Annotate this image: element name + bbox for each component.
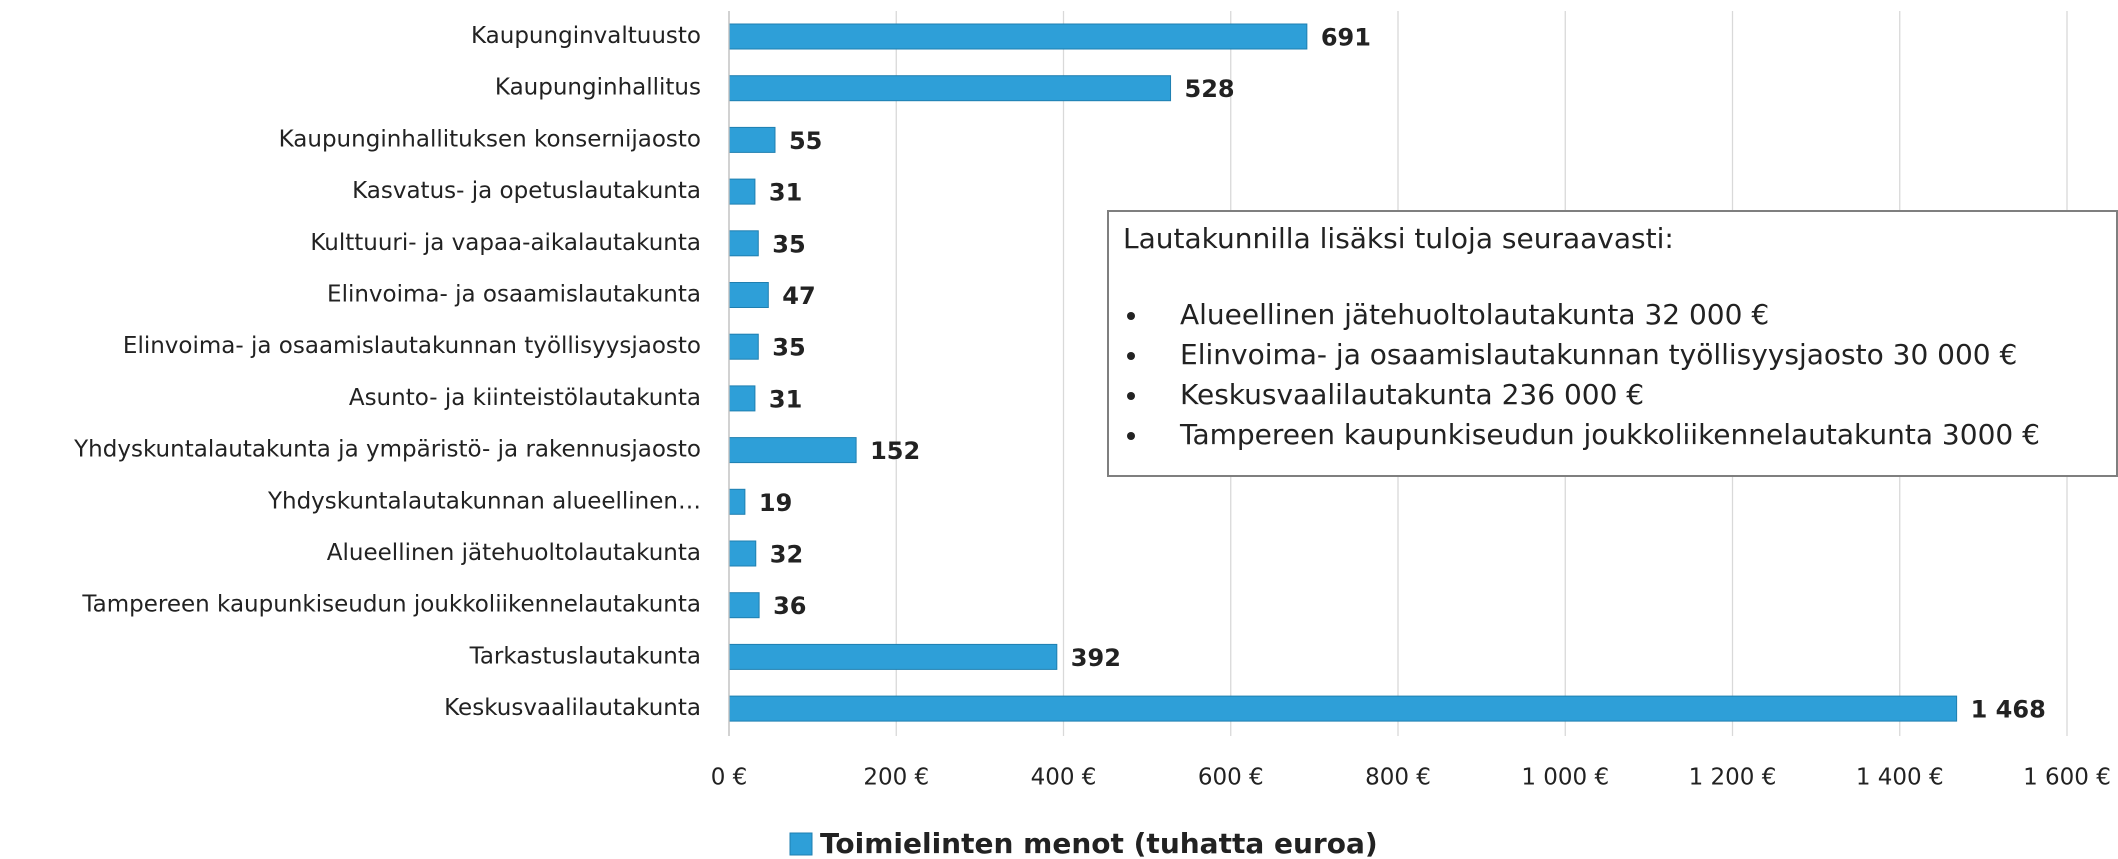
- bar: [728, 437, 857, 464]
- bullet: [1127, 352, 1135, 360]
- x-tick-label: 600 €: [1198, 765, 1264, 791]
- bar: [728, 488, 746, 515]
- x-tick-label: 1 000 €: [1521, 765, 1609, 791]
- y-tick-label: Keskusvaalilautakunta: [444, 695, 701, 721]
- value-label: 32: [770, 541, 803, 569]
- x-tick-label: 1 600 €: [2023, 765, 2111, 791]
- value-label: 36: [773, 592, 806, 620]
- x-tick-label: 400 €: [1031, 765, 1097, 791]
- value-label: 152: [870, 437, 920, 465]
- x-tick-label: 1 200 €: [1689, 765, 1777, 791]
- value-label: 691: [1321, 24, 1371, 52]
- value-label: 1 468: [1971, 696, 2046, 724]
- bar: [728, 126, 776, 153]
- annotation-item: Elinvoima- ja osaamislautakunnan työllis…: [1180, 338, 2017, 371]
- bar: [728, 333, 759, 360]
- bar: [728, 178, 756, 205]
- y-tick-label: Kaupunginhallituksen konsernijaosto: [279, 126, 701, 152]
- y-tick-label: Kaupunginvaltuusto: [471, 23, 701, 49]
- y-tick-label: Kulttuuri- ja vapaa-aikalautakunta: [310, 230, 701, 256]
- bullet: [1127, 312, 1135, 320]
- annotation-title: Lautakunnilla lisäksi tuloja seuraavasti…: [1123, 222, 1674, 255]
- bar: [728, 643, 1058, 670]
- annotation-item: Tampereen kaupunkiseudun joukkoliikennel…: [1179, 418, 2040, 451]
- bullet: [1127, 392, 1135, 400]
- bullet: [1127, 432, 1135, 440]
- bar: [728, 282, 769, 308]
- x-tick-label: 0 €: [711, 765, 748, 791]
- value-label: 31: [769, 179, 802, 207]
- x-tick-label: 800 €: [1365, 765, 1431, 791]
- y-tick-label: Kasvatus- ja opetuslautakunta: [352, 178, 701, 204]
- bar: [728, 75, 1172, 102]
- value-label: 35: [772, 334, 805, 362]
- y-tick-label: Elinvoima- ja osaamislautakunta: [327, 282, 701, 308]
- value-label: 19: [759, 489, 792, 517]
- y-tick-label: Tampereen kaupunkiseudun joukkoliikennel…: [81, 592, 701, 618]
- x-tick-label: 200 €: [863, 765, 929, 791]
- y-tick-label: Kaupunginhallitus: [495, 75, 701, 101]
- value-label: 55: [789, 127, 822, 155]
- annotation-box: [1107, 210, 2118, 477]
- x-tick-label: 1 400 €: [1856, 765, 1944, 791]
- bar: [728, 385, 756, 412]
- annotation-item: Keskusvaalilautakunta 236 000 €: [1180, 378, 1644, 411]
- y-tick-label: Elinvoima- ja osaamislautakunnan työllis…: [123, 333, 701, 359]
- y-tick-label: Tarkastuslautakunta: [469, 643, 701, 669]
- legend-label: Toimielinten menot (tuhatta euroa): [820, 827, 1378, 859]
- y-tick-label: Asunto- ja kiinteistölautakunta: [349, 385, 701, 411]
- bar: [728, 592, 760, 619]
- value-label: 47: [782, 282, 815, 310]
- value-label: 35: [772, 230, 805, 258]
- y-tick-label: Yhdyskuntalautakunta ja ympäristö- ja ra…: [73, 437, 701, 463]
- bar: [728, 540, 757, 567]
- bar: [728, 23, 1308, 50]
- y-tick-label: Yhdyskuntalautakunnan alueellinen…: [267, 488, 701, 514]
- value-label: 31: [769, 385, 802, 413]
- value-label: 528: [1185, 75, 1235, 103]
- y-tick-label: Alueellinen jätehuoltolautakunta: [327, 540, 701, 566]
- annotation-item: Alueellinen jätehuoltolautakunta 32 000 …: [1180, 298, 1769, 331]
- bar: [728, 695, 1958, 722]
- value-label: 392: [1071, 644, 1121, 672]
- legend-swatch: [789, 832, 813, 856]
- bar: [728, 230, 759, 257]
